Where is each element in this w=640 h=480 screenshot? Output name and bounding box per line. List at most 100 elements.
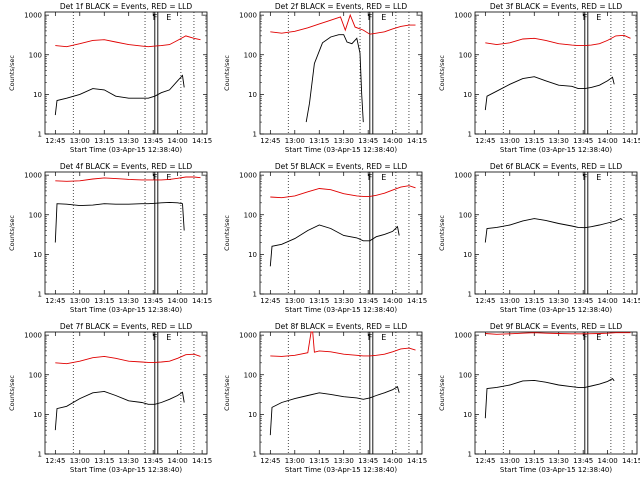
x-tick-label: 13:00 (70, 457, 90, 465)
axes-frame (44, 171, 208, 295)
x-tick-label: 12:45 (475, 297, 495, 305)
axes-frame (44, 331, 208, 455)
series-line (269, 386, 400, 436)
x-tick-label: 13:15 (524, 457, 544, 465)
x-tick-label: 13:00 (500, 297, 520, 305)
x-tick-label: 14:00 (598, 137, 618, 145)
x-tick-label: 12:45 (475, 137, 495, 145)
x-tick-label: 13:45 (358, 137, 378, 145)
series-line (270, 13, 416, 35)
axes-frame (259, 331, 423, 455)
y-axis-label: Counts/sec (8, 55, 16, 91)
x-tick-label: 13:15 (94, 457, 114, 465)
y-tick-label: 1000 (24, 172, 42, 180)
x-tick-label: 13:15 (309, 457, 329, 465)
x-tick-label: 13:30 (334, 457, 354, 465)
y-tick-label: 10 (463, 411, 472, 419)
y-tick-label: 10 (248, 91, 257, 99)
panel-title: Det 3f BLACK = Events, RED = LLD (490, 2, 623, 11)
x-tick-label: 14:15 (192, 297, 212, 305)
series-line (54, 74, 185, 116)
x-tick-label: 13:45 (573, 457, 593, 465)
axes-frame (44, 11, 208, 135)
x-axis-label: Start Time (03-Apr-15 12:38:40) (70, 146, 182, 154)
x-tick-label: 12:45 (475, 457, 495, 465)
y-tick-label: 100 (244, 211, 257, 219)
y-axis-label: Counts/sec (223, 55, 231, 91)
series-line (55, 176, 201, 182)
x-tick-label: 13:45 (143, 297, 163, 305)
series-line (54, 201, 185, 243)
x-tick-label: 12:45 (45, 297, 65, 305)
y-axis-label: Counts/sec (223, 215, 231, 251)
y-axis-label: Counts/sec (223, 375, 231, 411)
panel-det-6: Det 6f BLACK = Events, RED = LLD Counts/s… (438, 162, 640, 314)
x-tick-label: 12:45 (45, 137, 65, 145)
y-tick-label: 1 (468, 131, 472, 139)
x-tick-label: 13:15 (524, 137, 544, 145)
marker-label-f: F (153, 173, 158, 182)
y-tick-label: 100 (244, 371, 257, 379)
marker-label-e: E (381, 333, 386, 342)
x-axis-label: Start Time (03-Apr-15 12:38:40) (285, 146, 397, 154)
panel-title: Det 7f BLACK = Events, RED = LLD (60, 322, 193, 331)
marker-label-e: E (596, 13, 601, 22)
axes-frame (259, 11, 423, 135)
panel-det-5: Det 5f BLACK = Events, RED = LLD Counts/s… (223, 162, 427, 314)
x-axis-label: Start Time (03-Apr-15 12:38:40) (500, 306, 612, 314)
x-tick-label: 12:45 (260, 457, 280, 465)
y-tick-label: 1 (38, 131, 42, 139)
panel-title: Det 2f BLACK = Events, RED = LLD (275, 2, 408, 11)
y-tick-label: 1000 (24, 12, 42, 20)
marker-label-f: F (368, 173, 373, 182)
x-tick-label: 12:45 (260, 137, 280, 145)
y-tick-label: 1000 (239, 12, 257, 20)
x-tick-label: 13:45 (573, 297, 593, 305)
y-tick-label: 10 (248, 411, 257, 419)
y-tick-label: 100 (459, 51, 472, 59)
x-tick-label: 14:15 (622, 137, 640, 145)
y-tick-label: 10 (463, 91, 472, 99)
x-tick-label: 13:00 (500, 137, 520, 145)
series-line (485, 332, 631, 335)
x-tick-label: 13:45 (358, 457, 378, 465)
x-tick-label: 14:15 (407, 457, 427, 465)
y-tick-label: 100 (459, 211, 472, 219)
series-line (55, 353, 201, 365)
y-tick-label: 10 (463, 251, 472, 259)
marker-label-f: F (153, 333, 158, 342)
panel-det-1: Det 1f BLACK = Events, RED = LLD Counts/s… (8, 2, 212, 154)
x-tick-label: 13:30 (549, 297, 569, 305)
x-tick-label: 13:30 (334, 297, 354, 305)
y-tick-label: 1 (38, 291, 42, 299)
marker-label-e: E (166, 13, 171, 22)
x-axis-label: Start Time (03-Apr-15 12:38:40) (285, 306, 397, 314)
x-tick-label: 13:00 (70, 137, 90, 145)
x-tick-label: 13:00 (285, 297, 305, 305)
marker-label-e: E (596, 173, 601, 182)
panel-det-9: Det 9f BLACK = Events, RED = LLD Counts/s… (438, 322, 640, 474)
series-line (305, 34, 364, 123)
x-tick-label: 14:00 (168, 457, 188, 465)
x-tick-label: 13:30 (119, 297, 139, 305)
y-axis-label: Counts/sec (8, 215, 16, 251)
panel-title: Det 6f BLACK = Events, RED = LLD (490, 162, 623, 171)
series-line (484, 76, 615, 111)
y-axis-label: Counts/sec (438, 215, 446, 251)
series-line (270, 331, 416, 357)
y-tick-label: 1 (468, 291, 472, 299)
y-tick-label: 1000 (239, 332, 257, 340)
x-tick-label: 13:15 (309, 137, 329, 145)
panel-det-7: Det 7f BLACK = Events, RED = LLD Counts/s… (8, 322, 212, 474)
x-tick-label: 12:45 (260, 297, 280, 305)
x-tick-label: 14:00 (168, 137, 188, 145)
x-tick-label: 14:00 (598, 297, 618, 305)
panel-title: Det 4f BLACK = Events, RED = LLD (60, 162, 193, 171)
x-tick-label: 14:15 (407, 297, 427, 305)
axes-frame (474, 331, 638, 455)
marker-label-f: F (368, 13, 373, 22)
x-tick-label: 13:15 (309, 297, 329, 305)
y-tick-label: 1000 (454, 12, 472, 20)
x-tick-label: 13:45 (358, 297, 378, 305)
